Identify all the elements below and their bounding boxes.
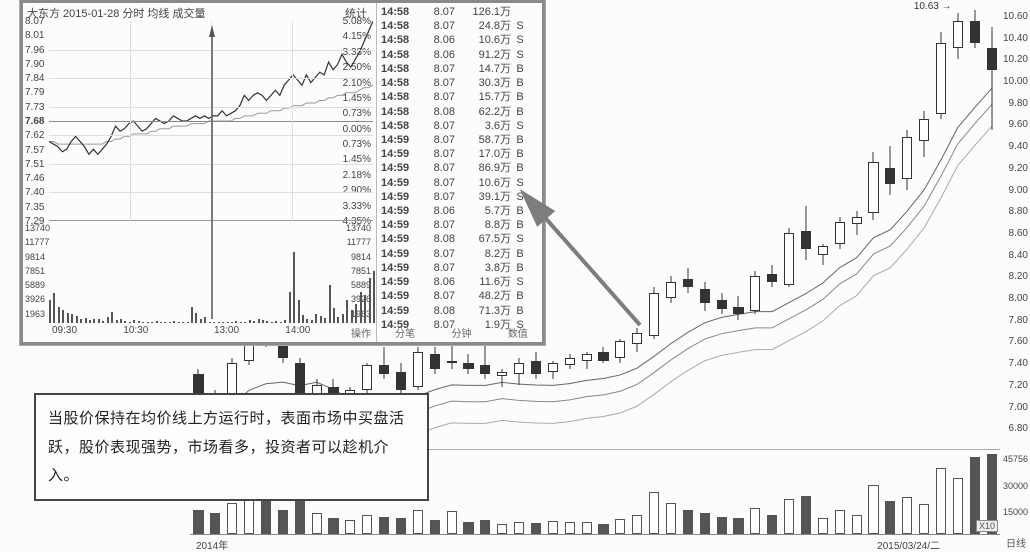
callout-text: 当股价保持在均价线上方运行时，表面市场中买盘活跃，股价表现强势，市场看多，投资者… (48, 410, 405, 484)
main-volume-yaxis: 457563000015000 (1000, 454, 1030, 534)
inset-vertical-arrow (21, 1, 546, 346)
status-right: 日线 (1006, 535, 1026, 550)
main-xaxis: 2014年 2015/03/24/二 (190, 534, 1000, 552)
x-right-label: 2015/03/24/二 (877, 537, 940, 552)
main-price-yaxis: 10.6010.4010.2010.009.809.609.409.209.00… (1000, 5, 1030, 450)
x10-badge: X10 (976, 520, 998, 532)
annotation-callout: 当股价保持在均价线上方运行时，表面市场中买盘活跃，股价表现强势，市场看多，投资者… (34, 393, 429, 501)
x-left-label: 2014年 (196, 537, 228, 552)
